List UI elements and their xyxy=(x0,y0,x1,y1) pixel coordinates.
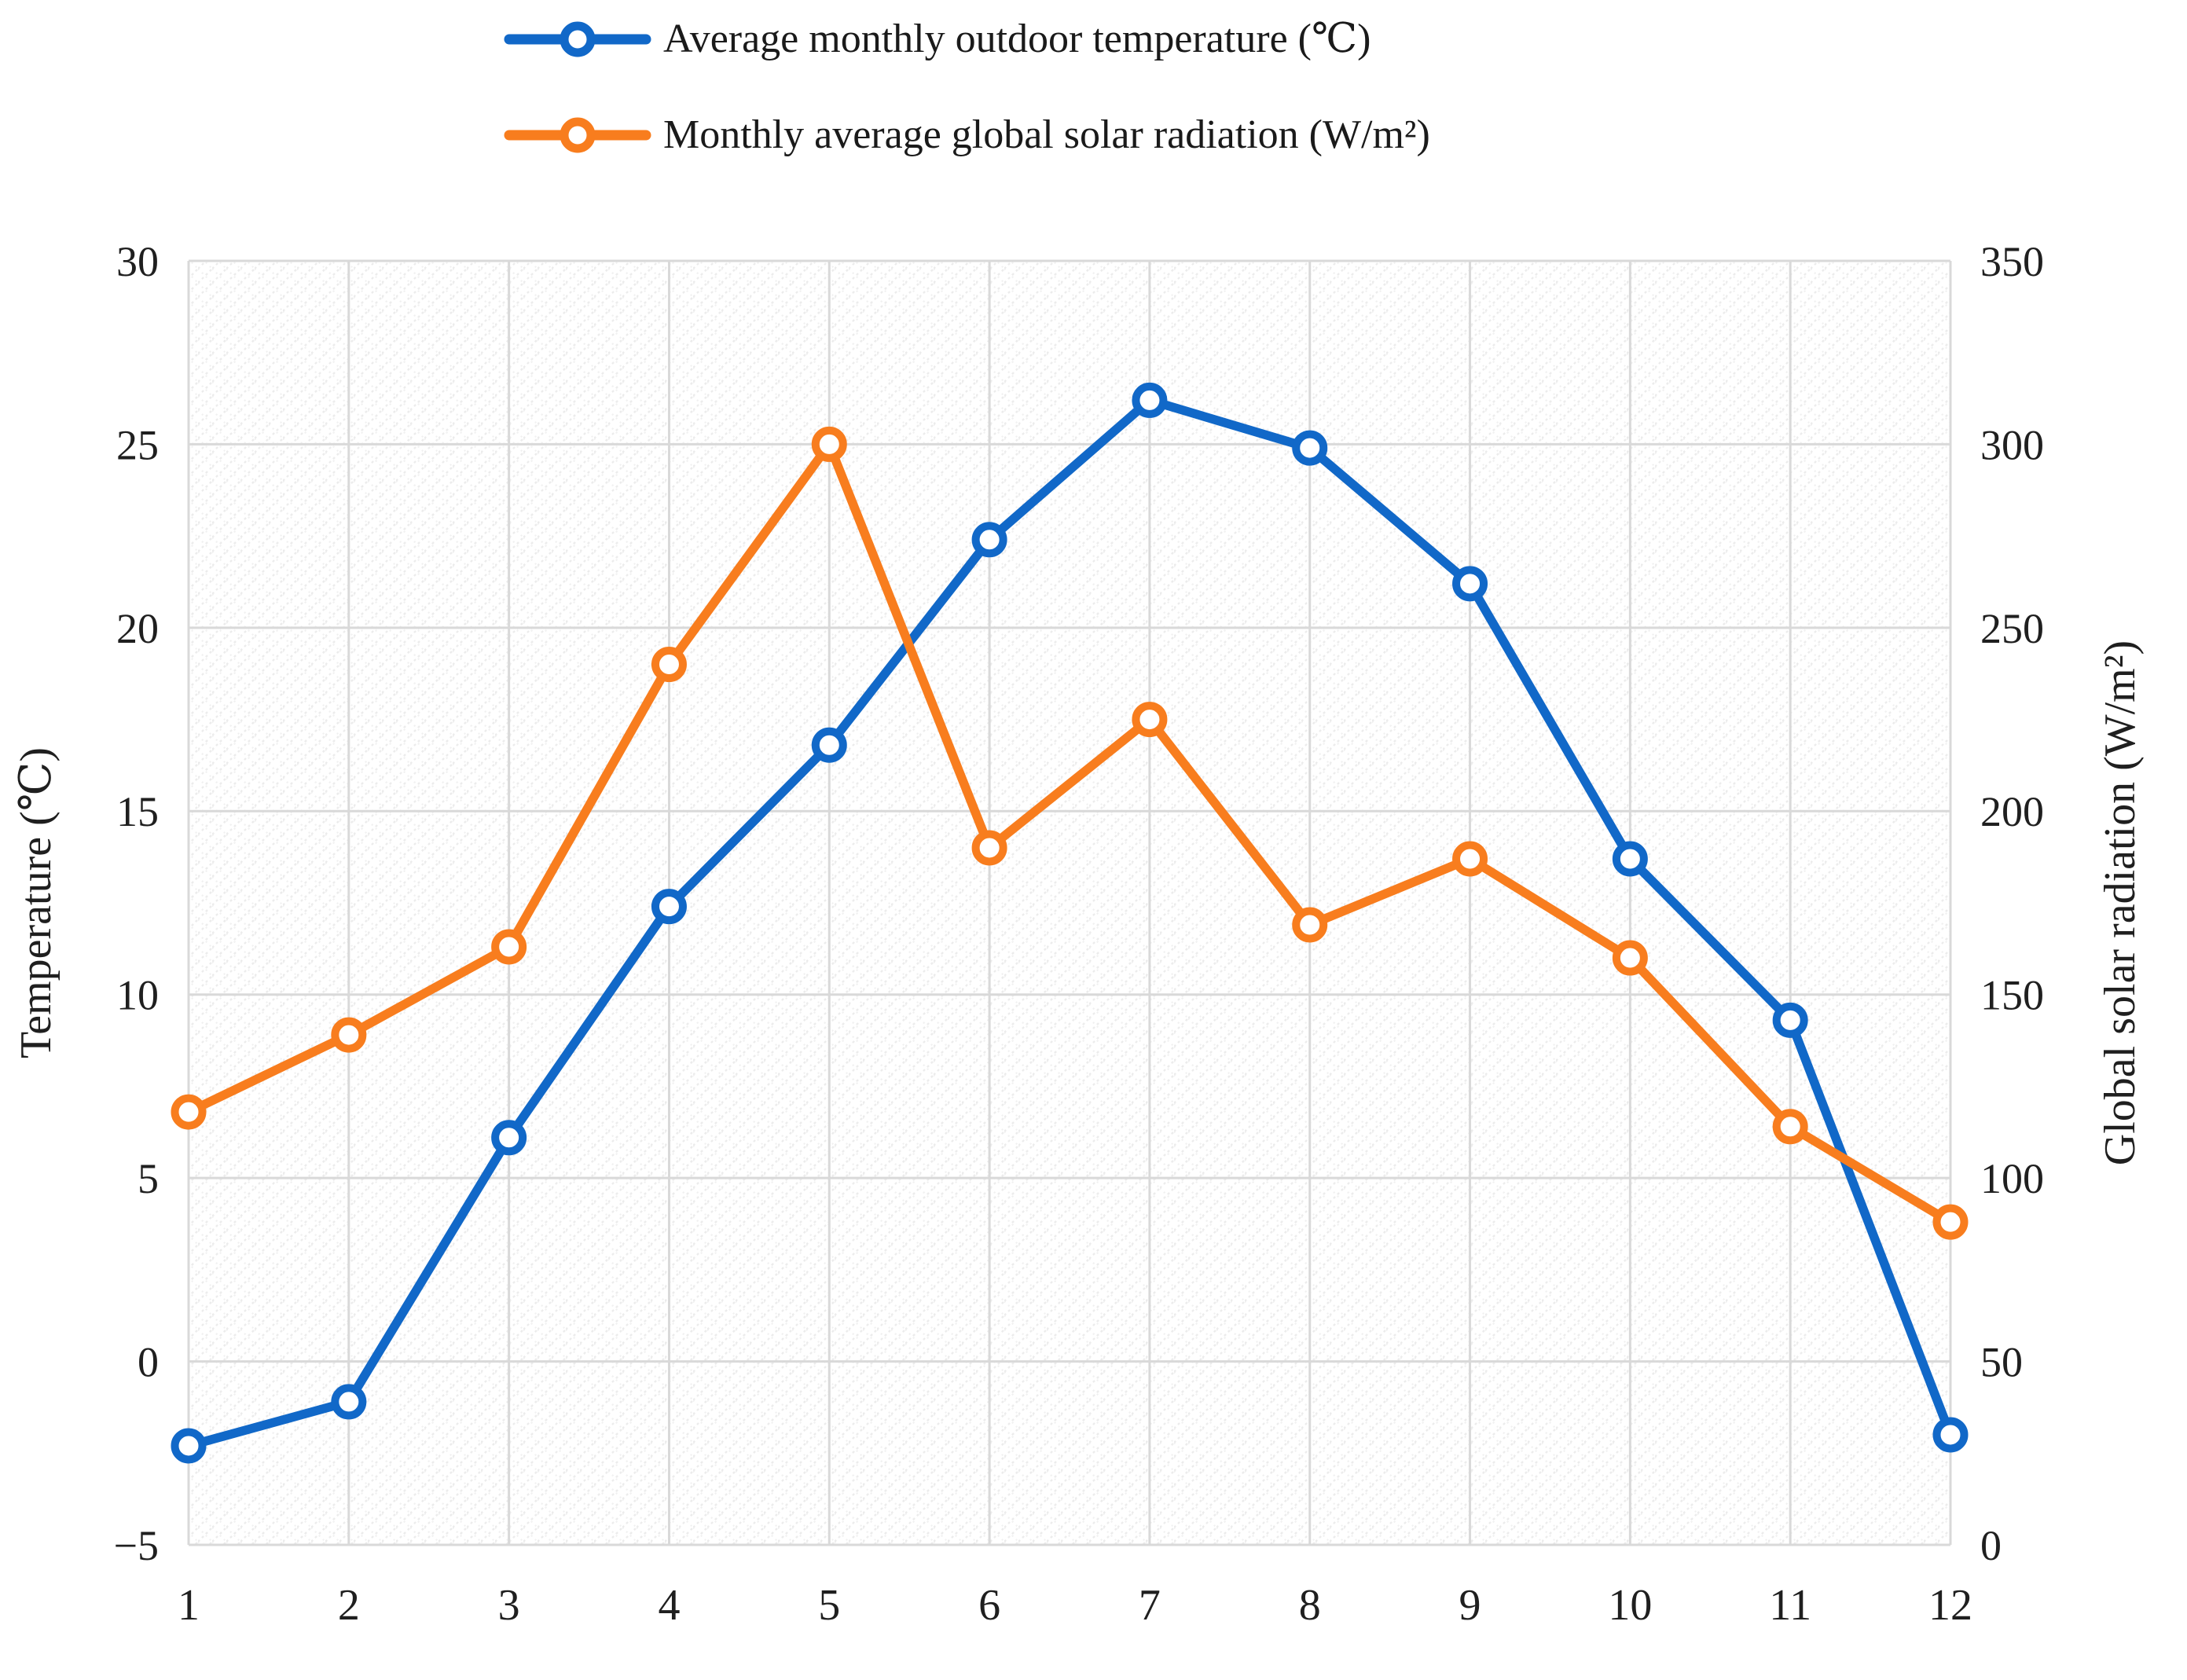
radiation-point xyxy=(1612,940,1648,976)
left-axis-tick-label: 0 xyxy=(138,1338,159,1385)
legend-item-radiation: Monthly average global solar radiation (… xyxy=(503,110,1430,160)
left-axis-tick-label: 15 xyxy=(116,788,159,835)
right-axis-title: Global solar radiation (W/m²) xyxy=(2096,640,2145,1165)
temperature-point xyxy=(1132,382,1168,418)
x-axis-tick-label: 7 xyxy=(1139,1581,1161,1630)
temperature-point xyxy=(1772,1002,1808,1038)
radiation-point xyxy=(1452,841,1488,877)
radiation-line xyxy=(184,439,1955,1227)
temperature-series-marker-icon xyxy=(504,21,651,57)
temperature-point xyxy=(651,889,687,925)
x-axis-tick-label: 11 xyxy=(1769,1581,1811,1630)
left-axis-tick-label: 5 xyxy=(138,1155,159,1202)
temperature-point xyxy=(1452,566,1488,602)
right-axis-tick-label: 50 xyxy=(1980,1338,2023,1385)
right-axis-tick-label: 250 xyxy=(1980,605,2044,652)
x-axis-tick-label: 6 xyxy=(978,1581,1000,1630)
temperature-point xyxy=(1612,841,1648,877)
right-axis-tick-label: 100 xyxy=(1980,1155,2044,1202)
temperature-point xyxy=(811,727,847,763)
x-axis-tick-label: 10 xyxy=(1608,1581,1652,1630)
plot-area xyxy=(189,261,1950,1545)
x-axis-tick-label: 2 xyxy=(338,1581,360,1630)
radiation-point xyxy=(1932,1204,1969,1240)
x-axis-tick-label: 9 xyxy=(1459,1581,1481,1630)
x-axis-tick-label: 5 xyxy=(818,1581,840,1630)
right-axis-tick-label: 0 xyxy=(1980,1522,2002,1569)
temperature-point xyxy=(1932,1417,1969,1453)
radiation-point xyxy=(171,1094,207,1130)
right-axis-tick-label: 150 xyxy=(1980,972,2044,1019)
temperature-line xyxy=(184,395,1955,1451)
temperature-point xyxy=(491,1120,527,1156)
legend-item-temperature: Average monthly outdoor temperature (℃) xyxy=(503,14,1430,64)
right-axis-tick-label: 350 xyxy=(1980,238,2044,285)
radiation-point xyxy=(491,929,527,965)
left-axis-tick-label: 20 xyxy=(116,605,159,652)
left-axis-tick-label: 10 xyxy=(116,972,159,1019)
right-axis-tick-label: 200 xyxy=(1980,788,2044,835)
radiation-point xyxy=(971,830,1007,866)
radiation-series-marker-icon xyxy=(504,117,651,153)
temperature-point xyxy=(1292,430,1328,466)
x-axis-tick-label: 12 xyxy=(1928,1581,1972,1630)
left-axis-title: Temperature (℃) xyxy=(12,747,61,1058)
radiation-point xyxy=(651,647,687,683)
temperature-point xyxy=(971,522,1007,558)
radiation-point xyxy=(331,1017,367,1053)
x-axis-tick-label: 8 xyxy=(1299,1581,1321,1630)
legend-label-temperature: Average monthly outdoor temperature (℃) xyxy=(663,17,1371,62)
radiation-point xyxy=(1772,1109,1808,1145)
x-axis-tick-label: 3 xyxy=(498,1581,520,1630)
temperature-point xyxy=(331,1384,367,1420)
radiation-point xyxy=(1292,907,1328,943)
left-axis-tick-label: 30 xyxy=(116,238,159,285)
x-axis-tick-label: 1 xyxy=(178,1581,200,1630)
right-axis-tick-label: 300 xyxy=(1980,421,2044,468)
radiation-point xyxy=(811,426,847,462)
radiation-point xyxy=(1132,702,1168,738)
left-axis-tick-label: 25 xyxy=(116,421,159,468)
legend: Average monthly outdoor temperature (℃) … xyxy=(503,14,1430,160)
left-axis-tick-label: −5 xyxy=(114,1522,159,1569)
temperature-point xyxy=(171,1428,207,1464)
x-axis-tick-label: 4 xyxy=(658,1581,680,1630)
legend-label-radiation: Monthly average global solar radiation (… xyxy=(663,112,1430,158)
